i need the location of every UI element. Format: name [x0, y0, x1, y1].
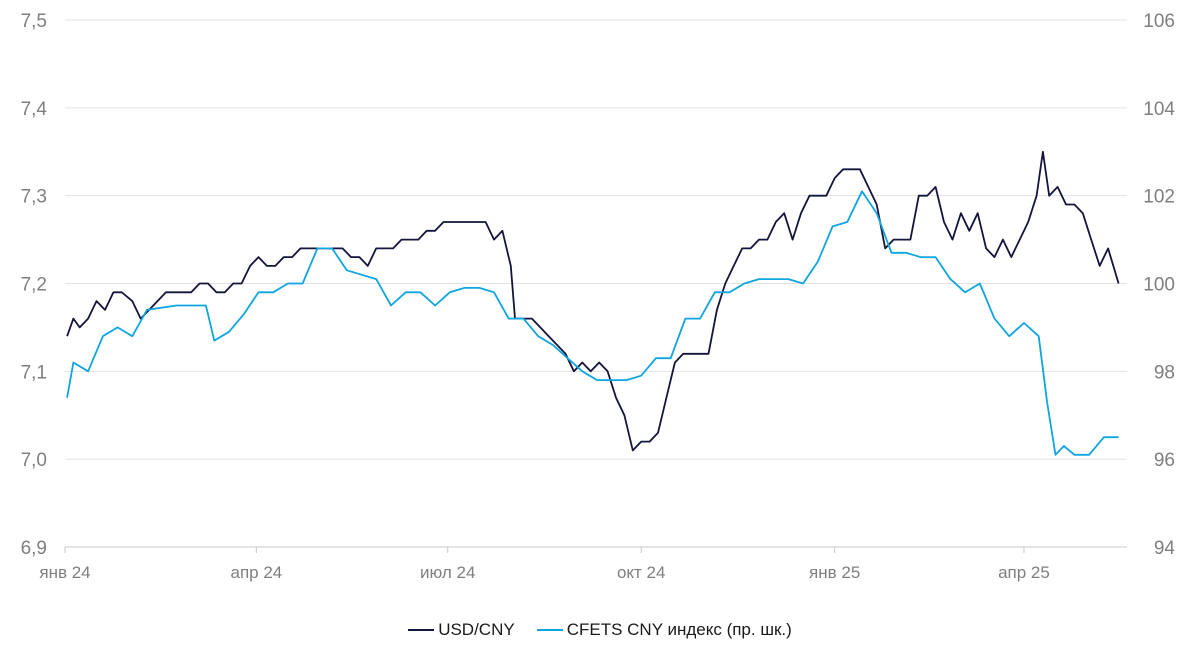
left-tick-label: 7,3	[21, 187, 47, 208]
legend-label-usd-cny: USD/CNY	[438, 620, 515, 639]
right-tick-label: 102	[1143, 187, 1175, 208]
x-tick-label: янв 24	[39, 563, 90, 582]
right-tick-label: 100	[1143, 275, 1175, 296]
gridlines	[65, 19, 1127, 548]
left-tick-label: 7,0	[21, 450, 47, 471]
left-tick-label: 7,4	[21, 99, 48, 120]
right-tick-label: 104	[1143, 99, 1175, 120]
x-tick-label: апр 24	[230, 563, 282, 582]
line-chart: 6,9 7,0 7,1 7,2 7,3 7,4 7,5 94 96 98 100 102 104 106…	[21, 11, 1176, 582]
right-tick-label: 98	[1154, 362, 1175, 383]
legend-item-usd-cny: USD/CNY	[408, 620, 515, 640]
legend: USD/CNY CFETS CNY индекс (пр. шк.)	[0, 620, 1200, 640]
right-tick-label: 106	[1143, 11, 1175, 32]
x-tick-label: апр 25	[998, 563, 1050, 582]
left-tick-label: 7,5	[21, 11, 47, 32]
legend-swatch-cfets	[536, 629, 563, 631]
x-tick-label: янв 25	[809, 563, 860, 582]
series-lines	[66, 150, 1120, 456]
series-line-cfets	[66, 190, 1119, 456]
left-tick-label: 6,9	[21, 538, 47, 559]
right-axis-ticks: 94 96 98 100 102 104 106	[1143, 11, 1175, 559]
right-tick-label: 94	[1154, 538, 1176, 559]
x-tick-label: июл 24	[420, 563, 475, 582]
left-axis-ticks: 6,9 7,0 7,1 7,2 7,3 7,4 7,5	[21, 11, 48, 559]
series-line-usd-cny	[66, 150, 1120, 452]
legend-item-cfets: CFETS CNY индекс (пр. шк.)	[536, 620, 792, 640]
x-tick-label: окт 24	[617, 563, 666, 582]
x-axis: янв 24 апр 24 июл 24 окт 24 янв 25 апр 25	[39, 547, 1050, 582]
right-tick-label: 96	[1154, 450, 1175, 471]
left-tick-label: 7,1	[21, 362, 47, 383]
legend-swatch-usd-cny	[408, 629, 435, 631]
left-tick-label: 7,2	[21, 275, 47, 296]
legend-label-cfets: CFETS CNY индекс (пр. шк.)	[566, 620, 792, 639]
